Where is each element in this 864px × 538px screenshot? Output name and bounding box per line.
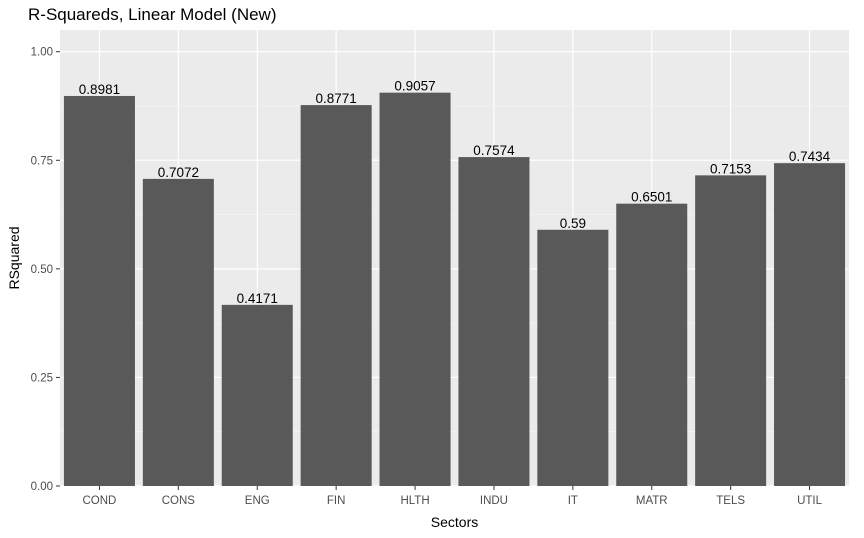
- bar-matr: [616, 203, 688, 487]
- bar-it: [537, 229, 609, 486]
- bars-group: [63, 92, 846, 487]
- x-tick-label-util: UTIL: [797, 495, 823, 507]
- y-axis-title: RSquared: [6, 226, 22, 289]
- chart-title: R-Squareds, Linear Model (New): [28, 5, 277, 24]
- bar-eng: [221, 304, 293, 486]
- bar-cond: [63, 95, 135, 486]
- x-axis-title: Sectors: [431, 514, 478, 530]
- data-label-it: 0.59: [560, 216, 586, 231]
- x-tick-label-hlth: HLTH: [400, 495, 429, 507]
- x-axis: COND CONS ENG FIN HLTH INDU IT MATR TELS UTIL: [83, 486, 823, 507]
- data-labels-group: 0.8981 0.7072 0.4171 0.8771 0.9057 0.7574 0.59…: [79, 79, 831, 306]
- data-label-indu: 0.7574: [473, 143, 515, 158]
- y-tick-label: 0.00: [31, 481, 53, 493]
- data-label-eng: 0.4171: [237, 291, 278, 306]
- bar-hlth: [379, 92, 451, 487]
- bar-tels: [695, 175, 767, 487]
- data-label-hlth: 0.9057: [394, 79, 435, 94]
- x-tick-label-cond: COND: [83, 495, 117, 507]
- data-label-tels: 0.7153: [710, 161, 751, 176]
- data-label-fin: 0.8771: [316, 91, 357, 106]
- x-tick-label-fin: FIN: [327, 495, 346, 507]
- y-tick-label: 0.50: [31, 264, 53, 276]
- x-tick-label-tels: TELS: [716, 495, 745, 507]
- data-label-cons: 0.7072: [158, 165, 199, 180]
- x-tick-label-it: IT: [568, 495, 578, 507]
- x-tick-label-eng: ENG: [245, 495, 270, 507]
- bar-cons: [142, 178, 214, 486]
- y-tick-label: 0.75: [31, 155, 53, 167]
- y-tick-label: 1.00: [31, 47, 53, 59]
- x-tick-label-indu: INDU: [480, 495, 508, 507]
- data-label-matr: 0.6501: [631, 190, 672, 205]
- x-tick-label-matr: MATR: [636, 495, 668, 507]
- x-tick-label-cons: CONS: [162, 495, 196, 507]
- bar-util: [774, 163, 846, 487]
- data-label-util: 0.7434: [789, 149, 831, 164]
- y-axis: 0.00 0.25 0.50 0.75 1.00: [31, 47, 60, 493]
- y-tick-label: 0.25: [31, 372, 53, 384]
- bar-indu: [458, 157, 530, 486]
- data-label-cond: 0.8981: [79, 82, 120, 97]
- bar-fin: [300, 105, 372, 486]
